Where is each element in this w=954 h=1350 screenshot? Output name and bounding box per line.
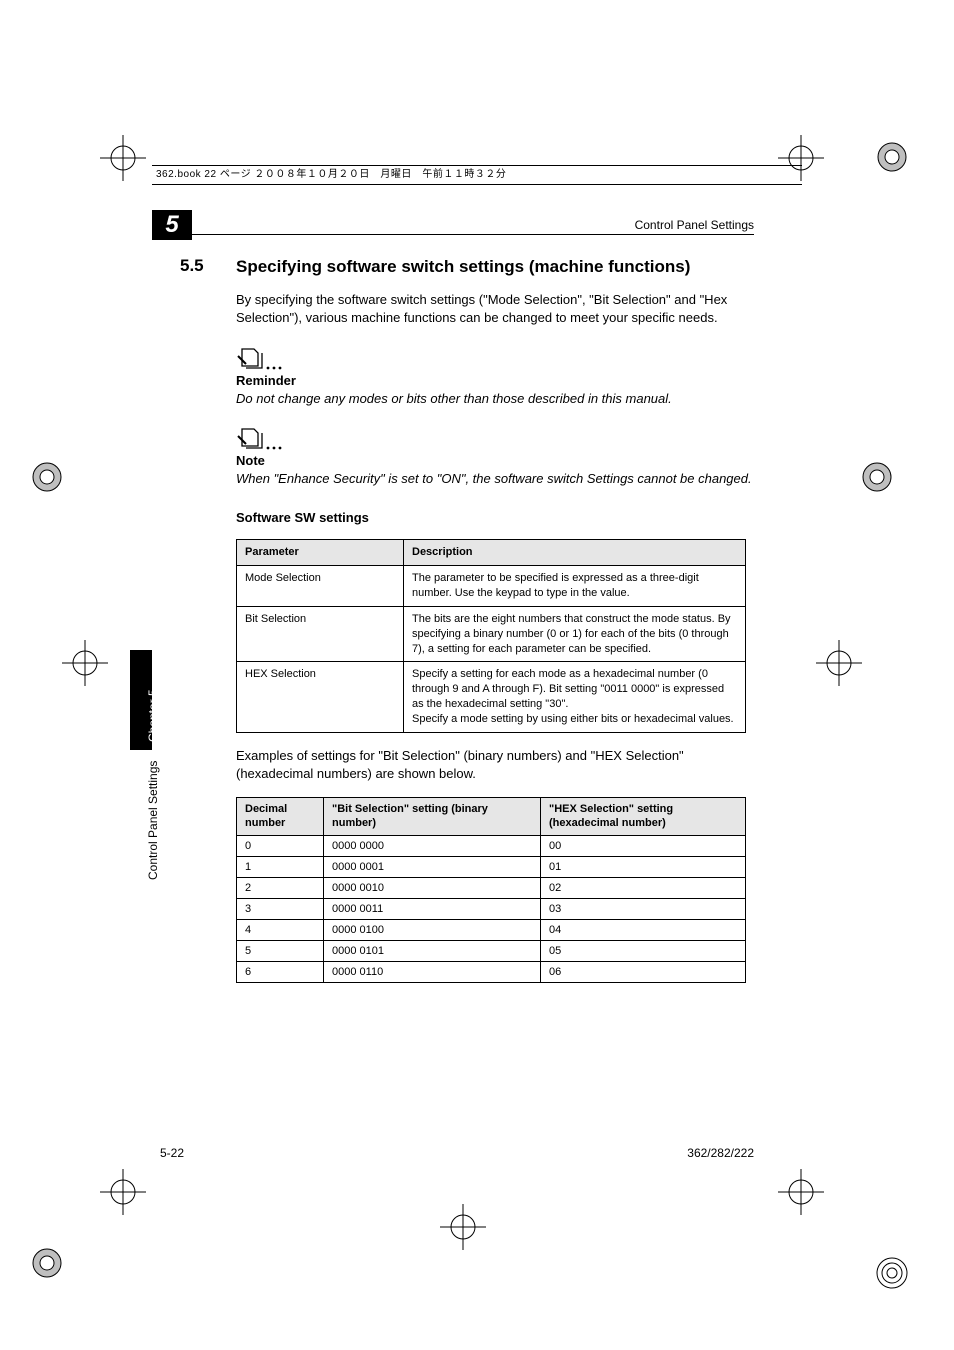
print-header-bar: 362.book 22 ページ ２００８年１０月２０日 月曜日 午前１１時３２分	[152, 165, 802, 185]
param-name: HEX Selection	[237, 662, 404, 732]
side-chapter-tab: Chapter 5	[130, 650, 152, 750]
example-paragraph: Examples of settings for "Bit Selection"…	[236, 747, 760, 783]
side-title: Control Panel Settings	[146, 761, 160, 880]
param-desc: The bits are the eight numbers that cons…	[404, 606, 746, 662]
table-row: Bit Selection The bits are the eight num…	[237, 606, 746, 662]
reminder-icon	[236, 346, 760, 372]
params-table: Parameter Description Mode Selection The…	[236, 539, 746, 732]
note-label: Note	[236, 452, 760, 470]
table-row: 10000 000101	[237, 856, 746, 877]
binder-ring-icon	[875, 1256, 909, 1290]
table-row: 00000 000000	[237, 835, 746, 856]
binder-ring-icon	[860, 460, 894, 494]
table-header-row: Parameter Description	[237, 540, 746, 566]
cell: 02	[541, 877, 746, 898]
section-number: 5.5	[180, 256, 236, 277]
hex-col-0: Decimal number	[237, 798, 324, 836]
cell: 04	[541, 919, 746, 940]
table-row: 60000 011006	[237, 961, 746, 982]
footer-page-number: 5-22	[160, 1146, 184, 1160]
cell: 0000 0000	[324, 835, 541, 856]
param-name: Mode Selection	[237, 566, 404, 607]
cell: 0000 0011	[324, 898, 541, 919]
cell: 0000 0110	[324, 961, 541, 982]
chapter-number: 5	[165, 211, 178, 238]
cell: 0000 0010	[324, 877, 541, 898]
crop-mark-icon	[816, 640, 862, 686]
hex-col-2: "HEX Selection" setting (hexadecimal num…	[541, 798, 746, 836]
section-heading: 5.5 Specifying software switch settings …	[180, 256, 760, 277]
hex-table: Decimal number "Bit Selection" setting (…	[236, 797, 746, 983]
crop-mark-icon	[100, 135, 146, 181]
cell: 5	[237, 940, 324, 961]
reminder-label: Reminder	[236, 372, 760, 390]
crop-mark-icon	[778, 1169, 824, 1215]
cell: 00	[541, 835, 746, 856]
cell: 06	[541, 961, 746, 982]
cell: 4	[237, 919, 324, 940]
cell: 3	[237, 898, 324, 919]
cell: 03	[541, 898, 746, 919]
cell: 0000 0101	[324, 940, 541, 961]
params-col-0: Parameter	[237, 540, 404, 566]
table-row: Mode Selection The parameter to be speci…	[237, 566, 746, 607]
table-row: 50000 010105	[237, 940, 746, 961]
hex-col-1: "Bit Selection" setting (binary number)	[324, 798, 541, 836]
section-title: Specifying software switch settings (mac…	[236, 256, 690, 277]
sw-settings-heading: Software SW settings	[236, 510, 760, 525]
table-row: 40000 010004	[237, 919, 746, 940]
cell: 2	[237, 877, 324, 898]
table-row: 30000 001103	[237, 898, 746, 919]
cell: 01	[541, 856, 746, 877]
side-chapter-text: Chapter 5	[146, 689, 160, 742]
note-text: When "Enhance Security" is set to "ON", …	[236, 470, 760, 488]
param-name: Bit Selection	[237, 606, 404, 662]
param-desc: The parameter to be specified is express…	[404, 566, 746, 607]
cell: 6	[237, 961, 324, 982]
cell: 0000 0100	[324, 919, 541, 940]
table-row: HEX Selection Specify a setting for each…	[237, 662, 746, 732]
content-area: 5.5 Specifying software switch settings …	[180, 210, 760, 983]
crop-mark-icon	[62, 640, 108, 686]
param-desc: Specify a setting for each mode as a hex…	[404, 662, 746, 732]
crop-mark-icon	[100, 1169, 146, 1215]
params-col-1: Description	[404, 540, 746, 566]
table-row: 20000 001002	[237, 877, 746, 898]
footer-model-number: 362/282/222	[687, 1146, 754, 1160]
cell: 0000 0001	[324, 856, 541, 877]
cell: 05	[541, 940, 746, 961]
table-header-row: Decimal number "Bit Selection" setting (…	[237, 798, 746, 836]
note-icon	[236, 426, 760, 452]
reminder-text: Do not change any modes or bits other th…	[236, 390, 760, 408]
print-header-text: 362.book 22 ページ ２００８年１０月２０日 月曜日 午前１１時３２分	[156, 169, 506, 180]
page-sheet: 362.book 22 ページ ２００８年１０月２０日 月曜日 午前１１時３２分…	[0, 0, 954, 1350]
binder-ring-icon	[30, 1246, 64, 1280]
binder-ring-icon	[875, 140, 909, 174]
cell: 1	[237, 856, 324, 877]
page-footer: 5-22 362/282/222	[160, 1146, 754, 1160]
intro-paragraph: By specifying the software switch settin…	[236, 291, 760, 327]
crop-mark-icon	[440, 1204, 486, 1250]
binder-ring-icon	[30, 460, 64, 494]
cell: 0	[237, 835, 324, 856]
